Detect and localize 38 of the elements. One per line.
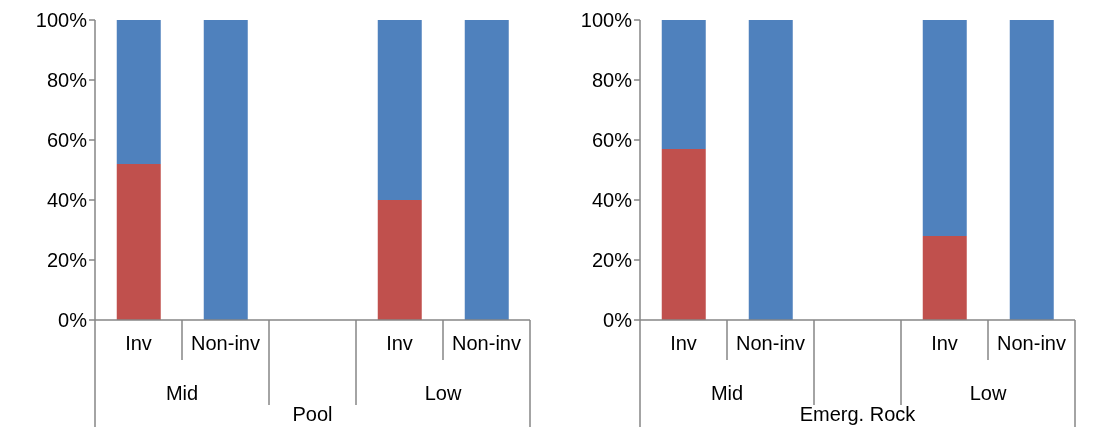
text: Mid: [165, 382, 199, 404]
x-tick-label: Non-inv: [736, 332, 805, 355]
y-tick-label: 100%: [35, 9, 88, 32]
y-tick-label: 0%: [58, 309, 88, 332]
bar: [377, 200, 422, 320]
bar: [377, 20, 422, 200]
x-axis-title: Pool: [292, 403, 333, 425]
text: Low: [424, 382, 462, 404]
y-tick-label: 80%: [591, 69, 633, 92]
y-tick-label: 0%: [603, 309, 633, 332]
y-tick-label: 80%: [46, 69, 88, 92]
x-tick-label: Non-inv: [997, 332, 1066, 355]
y-tick-label: 20%: [591, 249, 633, 272]
bar: [116, 20, 161, 164]
y-tick-label: 20%: [46, 249, 88, 272]
y-tick-label: 40%: [591, 189, 633, 212]
bar: [1009, 20, 1054, 320]
x-tick-label: Non-inv: [191, 332, 260, 355]
bar: [748, 20, 793, 320]
text: Mid: [710, 382, 744, 404]
bar: [661, 149, 706, 320]
y-tick-label: 40%: [46, 189, 88, 212]
bar: [661, 20, 706, 149]
bar: [922, 236, 967, 320]
y-tick-label: 60%: [46, 129, 88, 152]
x-tick-label: Inv: [386, 332, 413, 355]
bar: [922, 20, 967, 236]
x-tick-label: Inv: [931, 332, 958, 355]
y-tick-label: 100%: [580, 9, 633, 32]
bar: [203, 20, 248, 320]
x-tick-label: Inv: [125, 332, 152, 355]
y-tick-label: 60%: [591, 129, 633, 152]
bar: [116, 164, 161, 320]
bar: [464, 20, 509, 320]
x-axis-title: Emerg. Rock: [799, 403, 917, 425]
x-tick-label: Inv: [670, 332, 697, 355]
x-tick-label: Non-inv: [452, 332, 521, 355]
text: Low: [969, 382, 1007, 404]
